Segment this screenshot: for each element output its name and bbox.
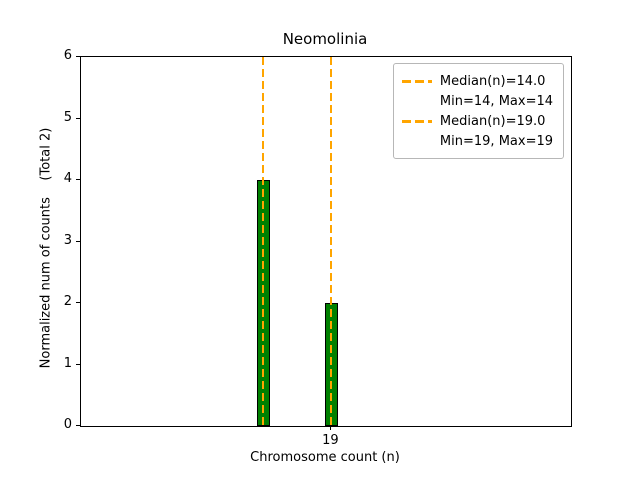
legend-label: Median(n)=19.0 xyxy=(439,113,546,129)
median-line xyxy=(330,57,333,426)
legend: Median(n)=14.0 Min=14, Max=14 Median(n)=19… xyxy=(392,63,564,159)
y-tick-mark xyxy=(76,56,80,57)
chart-title: Neomolinia xyxy=(282,30,368,48)
legend-row: Min=14, Max=14 xyxy=(402,91,553,111)
y-tick-label: 3 xyxy=(63,232,72,248)
x-axis-label: Chromosome count (n) xyxy=(250,450,400,465)
y-tick-mark xyxy=(76,240,80,242)
y-tick-mark xyxy=(76,302,80,303)
y-tick-label: 4 xyxy=(63,171,72,186)
y-tick-mark xyxy=(76,363,80,365)
y-axis-label: Normalized num of counts (Total 2) xyxy=(38,127,54,369)
median-line xyxy=(262,57,265,426)
legend-label: Min=19, Max=19 xyxy=(439,133,553,149)
legend-swatch-spacer xyxy=(402,140,432,143)
x-tick-label: 19 xyxy=(322,433,339,448)
y-tick-label: 5 xyxy=(63,109,72,125)
x-tick-mark xyxy=(330,426,332,430)
dashed-line-icon xyxy=(401,119,432,123)
plot-area: Median(n)=14.0 Min=14, Max=14 Median(n)=19… xyxy=(80,56,572,427)
y-tick-mark xyxy=(76,179,80,180)
y-tick-mark xyxy=(76,117,80,119)
legend-label: Median(n)=14.0 xyxy=(439,73,546,89)
dashed-line-icon xyxy=(401,79,432,83)
legend-row: Min=19, Max=19 xyxy=(402,131,553,151)
y-tick-label: 0 xyxy=(63,417,72,432)
y-tick-label: 2 xyxy=(63,294,72,309)
y-tick-mark xyxy=(76,425,80,426)
legend-label: Min=14, Max=14 xyxy=(439,93,553,109)
y-tick-label: 1 xyxy=(63,355,72,371)
legend-row: Median(n)=14.0 xyxy=(401,71,553,91)
y-tick-label: 6 xyxy=(63,48,72,63)
legend-row: Median(n)=19.0 xyxy=(401,111,553,131)
legend-swatch-spacer xyxy=(402,100,432,103)
